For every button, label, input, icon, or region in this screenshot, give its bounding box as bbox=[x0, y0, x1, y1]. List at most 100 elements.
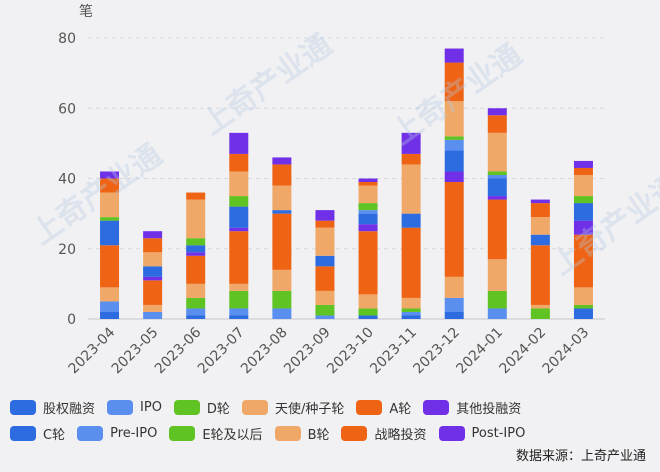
x-tick-label: 2023-08 bbox=[238, 325, 291, 378]
y-axis-ticks: 0 20 40 60 80 bbox=[58, 31, 76, 328]
legend-label: B轮 bbox=[307, 427, 330, 443]
bar-segment bbox=[573, 196, 593, 204]
legend-swatch bbox=[10, 399, 36, 415]
legend-item[interactable]: C轮 bbox=[10, 424, 65, 443]
legend-label: 其他投融资 bbox=[456, 401, 522, 417]
x-tick-label: 2023-05 bbox=[109, 325, 162, 378]
bar-segment bbox=[573, 220, 593, 235]
bar-segment bbox=[401, 132, 421, 154]
bar-segment bbox=[358, 308, 378, 316]
x-tick-label: 2024-03 bbox=[540, 325, 593, 378]
y-tick-label: 60 bbox=[58, 101, 76, 117]
bar-segment bbox=[530, 199, 550, 204]
legend-item[interactable]: 天使/种子轮 bbox=[241, 398, 344, 417]
bar-segment bbox=[401, 297, 421, 309]
bar-segment bbox=[401, 227, 421, 298]
legend-swatch bbox=[107, 399, 134, 415]
bar-segment bbox=[229, 308, 249, 316]
x-tick-label: 2023-12 bbox=[410, 325, 463, 378]
bar-segment bbox=[444, 171, 464, 183]
bar-segment bbox=[315, 227, 335, 256]
bar-segment bbox=[315, 266, 335, 291]
bar-segment bbox=[229, 283, 249, 291]
bar-segment bbox=[315, 210, 335, 221]
bar-segment bbox=[229, 171, 249, 197]
legend-item[interactable]: B轮 bbox=[274, 424, 330, 443]
legend-item[interactable]: 战略投资 bbox=[341, 424, 427, 443]
legend-item[interactable]: 股权融资 bbox=[10, 398, 95, 417]
bar-segment bbox=[143, 280, 163, 305]
bar-segment bbox=[444, 297, 464, 312]
bar-segment bbox=[229, 315, 249, 319]
bar-segment bbox=[444, 136, 464, 140]
legend-swatch bbox=[423, 399, 450, 415]
legend-item[interactable]: Post-IPO bbox=[438, 425, 525, 441]
bar-segment bbox=[487, 171, 507, 175]
y-tick-label: 0 bbox=[67, 312, 76, 328]
bar-segment bbox=[487, 108, 507, 116]
bar-segment bbox=[186, 252, 206, 256]
y-tick-label: 40 bbox=[58, 172, 76, 188]
bar-segment bbox=[358, 224, 378, 232]
bar-segment bbox=[315, 315, 335, 319]
legend-row: C轮 Pre-IPO E轮及以后 B轮 战略投资 Post-IPO bbox=[10, 420, 660, 446]
bar-segment bbox=[229, 290, 249, 309]
bar-segment bbox=[487, 174, 507, 179]
bar-segment bbox=[229, 153, 249, 172]
bar-segment bbox=[272, 164, 292, 186]
bar-segment bbox=[229, 227, 249, 232]
bar-segment bbox=[358, 213, 378, 225]
bar-segment bbox=[358, 315, 378, 319]
bar-segment bbox=[186, 297, 206, 309]
y-tick-label: 20 bbox=[58, 242, 76, 258]
bar-segment bbox=[401, 308, 421, 312]
bar-segment bbox=[358, 203, 378, 211]
legend-label: D轮 bbox=[206, 401, 230, 417]
bar-segment bbox=[315, 290, 335, 305]
legend-swatch bbox=[173, 399, 200, 415]
y-axis-label: 笔 bbox=[79, 4, 93, 20]
bar-segment bbox=[143, 266, 163, 277]
bar-segment bbox=[573, 203, 593, 221]
bar-segment bbox=[487, 178, 507, 197]
x-tick-label: 2023-09 bbox=[281, 325, 334, 378]
bar-segment bbox=[573, 167, 593, 175]
legend-swatch bbox=[274, 425, 301, 441]
bar-segment bbox=[573, 160, 593, 168]
legend-item[interactable]: E轮及以后 bbox=[169, 424, 263, 443]
bar-segment bbox=[358, 210, 378, 214]
bar-segment bbox=[100, 192, 120, 218]
bar-segment bbox=[358, 294, 378, 309]
legend-label: E轮及以后 bbox=[202, 427, 263, 443]
bar-segment bbox=[573, 174, 593, 197]
bar-segment bbox=[487, 115, 507, 133]
legend-label: 战略投资 bbox=[374, 427, 427, 443]
bar-segment bbox=[401, 213, 421, 228]
legend-label: IPO bbox=[140, 399, 162, 415]
legend-swatch bbox=[10, 425, 36, 441]
legend-item[interactable]: 其他投融资 bbox=[423, 398, 521, 417]
bar-segment bbox=[358, 185, 378, 204]
bar-segment bbox=[573, 304, 593, 309]
legend-item[interactable]: A轮 bbox=[356, 398, 411, 417]
bar-segment bbox=[100, 171, 120, 179]
bar-segment bbox=[272, 269, 292, 291]
bar-segment bbox=[186, 245, 206, 253]
bar-segment bbox=[186, 192, 206, 200]
bar-segment bbox=[573, 308, 593, 319]
legend-item[interactable]: IPO bbox=[107, 399, 162, 415]
legend-item[interactable]: D轮 bbox=[173, 398, 230, 417]
bar-segment bbox=[272, 157, 292, 165]
bar-segment bbox=[272, 290, 292, 309]
grid-lines bbox=[88, 37, 605, 320]
x-axis-ticks: 2023-042023-052023-062023-072023-082023-… bbox=[66, 324, 593, 377]
legend-item[interactable]: Pre-IPO bbox=[77, 425, 157, 441]
bar-segment bbox=[401, 164, 421, 214]
bar-segment bbox=[444, 48, 464, 63]
bar-segment bbox=[444, 276, 464, 298]
legend-label: C轮 bbox=[43, 427, 66, 443]
bar-segment bbox=[530, 304, 550, 309]
bar-segment bbox=[229, 206, 249, 228]
bar-segment bbox=[315, 304, 335, 316]
